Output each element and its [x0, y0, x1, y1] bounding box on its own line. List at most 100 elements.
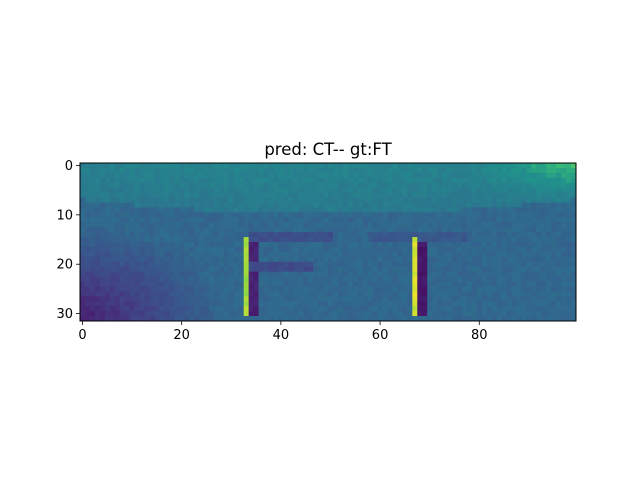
heatmap-cell [422, 217, 428, 223]
heatmap-cell [516, 256, 522, 263]
heatmap-cell [213, 172, 220, 179]
heatmap-cell [372, 222, 378, 228]
heatmap-cell [412, 227, 418, 233]
heatmap-cell [402, 311, 408, 317]
heatmap-cell [204, 232, 210, 238]
heatmap-cell [263, 212, 269, 218]
heatmap-cell [208, 163, 215, 169]
heatmap-cell [238, 281, 245, 287]
heatmap-cell [129, 182, 135, 189]
heatmap-cell [119, 251, 126, 258]
heatmap-cell [546, 311, 552, 317]
heatmap-cell [233, 246, 240, 253]
heatmap-cell [159, 301, 165, 307]
heatmap-cell [516, 227, 522, 233]
heatmap-cell [437, 222, 443, 228]
heatmap-cell [452, 271, 458, 277]
heatmap-cell [253, 306, 259, 312]
heatmap-cell [89, 192, 96, 198]
heatmap-cell [461, 217, 468, 223]
heatmap-cell [253, 242, 259, 248]
heatmap-cell [501, 232, 507, 238]
heatmap-cell [159, 266, 165, 273]
heatmap-cell [179, 291, 185, 297]
heatmap-cell [417, 167, 423, 174]
heatmap-cell [208, 192, 215, 198]
heatmap-cell [204, 192, 210, 198]
heatmap-cell [337, 276, 344, 282]
heatmap-cell [332, 237, 339, 243]
heatmap-cell [308, 182, 314, 189]
heatmap-cell [283, 306, 289, 312]
heatmap-cell [546, 202, 552, 208]
heatmap-cell [362, 182, 369, 189]
heatmap-cell [94, 202, 101, 208]
heatmap-cell [84, 261, 91, 268]
heatmap-cell [208, 202, 215, 208]
heatmap-cell [402, 256, 408, 263]
heatmap-cell [144, 291, 150, 297]
heatmap-cell [387, 167, 393, 174]
heatmap-cell [94, 246, 101, 253]
heatmap-cell [218, 167, 225, 174]
heatmap-cell [298, 232, 304, 238]
heatmap-cell [511, 316, 517, 322]
heatmap-cell [313, 286, 319, 292]
heatmap-cell [199, 207, 205, 213]
heatmap-cell [447, 202, 453, 208]
heatmap-cell [452, 163, 458, 169]
heatmap-cell [471, 286, 478, 292]
heatmap-cell [124, 246, 130, 253]
heatmap-cell [263, 271, 269, 277]
heatmap-cell [283, 281, 289, 287]
heatmap-cell [352, 286, 359, 292]
heatmap-cell [342, 182, 349, 189]
heatmap-cell [496, 207, 502, 213]
heatmap-cell [422, 256, 428, 263]
heatmap-cell [541, 271, 547, 277]
heatmap-cell [437, 182, 443, 189]
heatmap-cell [328, 177, 334, 184]
heatmap-cell [243, 207, 250, 213]
heatmap-cell [397, 222, 403, 228]
heatmap-cell [521, 192, 527, 198]
y-tick-label: 30 [56, 307, 73, 322]
heatmap-cell [571, 192, 577, 198]
heatmap-cell [184, 251, 190, 258]
heatmap-cell [362, 202, 369, 208]
heatmap-cell [526, 207, 532, 213]
heatmap-cell [233, 301, 240, 307]
heatmap-cell [546, 217, 552, 223]
heatmap-cell [521, 237, 527, 243]
heatmap-cell [243, 271, 250, 277]
heatmap-cell [263, 227, 269, 233]
heatmap-cell [422, 212, 428, 218]
heatmap-cell [491, 172, 498, 179]
heatmap-cell [80, 291, 86, 297]
heatmap-cell [159, 286, 165, 292]
heatmap-cell [412, 207, 418, 213]
heatmap-cell [233, 256, 240, 263]
heatmap-cell [417, 301, 423, 307]
heatmap-cell [328, 167, 334, 174]
heatmap-cell [377, 291, 383, 297]
heatmap-cell [278, 207, 284, 213]
heatmap-cell [208, 251, 215, 258]
heatmap-cell [313, 202, 319, 208]
heatmap-cell [159, 276, 165, 282]
heatmap-cell [283, 222, 289, 228]
heatmap-cell [332, 202, 339, 208]
heatmap-cell [516, 271, 522, 277]
heatmap-cell [109, 281, 116, 287]
heatmap-cell [362, 177, 369, 184]
heatmap-cell [332, 311, 339, 317]
heatmap-cell [189, 286, 195, 292]
heatmap-cell [526, 246, 532, 253]
heatmap-cell [461, 246, 468, 253]
heatmap-cell [471, 197, 478, 203]
heatmap-cell [99, 246, 106, 253]
heatmap-cell [323, 232, 329, 238]
heatmap-cell [397, 237, 403, 243]
heatmap-cell [253, 271, 259, 277]
heatmap-cell [561, 296, 567, 302]
